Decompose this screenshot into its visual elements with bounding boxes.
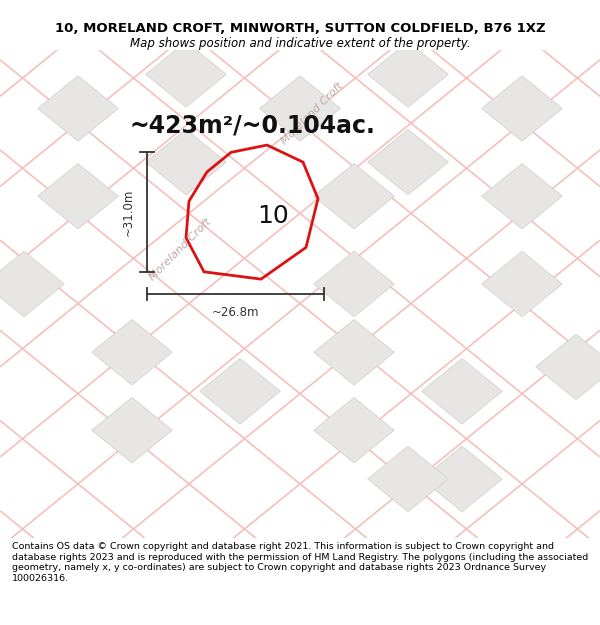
Polygon shape — [314, 398, 394, 463]
Polygon shape — [314, 319, 394, 385]
Text: ~31.0m: ~31.0m — [121, 188, 134, 236]
Polygon shape — [260, 76, 340, 141]
Polygon shape — [482, 251, 562, 317]
Text: Moreland Croft: Moreland Croft — [279, 81, 345, 146]
Polygon shape — [368, 129, 448, 195]
Polygon shape — [536, 334, 600, 399]
Polygon shape — [146, 42, 226, 107]
Text: Contains OS data © Crown copyright and database right 2021. This information is : Contains OS data © Crown copyright and d… — [12, 542, 588, 582]
Polygon shape — [422, 446, 502, 512]
Text: Moreland Croft: Moreland Croft — [147, 217, 213, 282]
Polygon shape — [92, 319, 172, 385]
Polygon shape — [38, 76, 118, 141]
Polygon shape — [482, 164, 562, 229]
Text: 10: 10 — [257, 204, 289, 228]
Polygon shape — [38, 164, 118, 229]
Polygon shape — [368, 42, 448, 107]
Polygon shape — [482, 76, 562, 141]
Text: 10, MORELAND CROFT, MINWORTH, SUTTON COLDFIELD, B76 1XZ: 10, MORELAND CROFT, MINWORTH, SUTTON COL… — [55, 22, 545, 35]
Polygon shape — [314, 251, 394, 317]
Polygon shape — [0, 251, 64, 317]
Polygon shape — [92, 398, 172, 463]
Polygon shape — [200, 359, 280, 424]
Polygon shape — [368, 446, 448, 512]
Polygon shape — [146, 129, 226, 195]
Text: ~26.8m: ~26.8m — [212, 306, 259, 319]
Text: Map shows position and indicative extent of the property.: Map shows position and indicative extent… — [130, 38, 470, 51]
Text: ~423m²/~0.104ac.: ~423m²/~0.104ac. — [129, 114, 375, 138]
Polygon shape — [314, 164, 394, 229]
Polygon shape — [422, 359, 502, 424]
